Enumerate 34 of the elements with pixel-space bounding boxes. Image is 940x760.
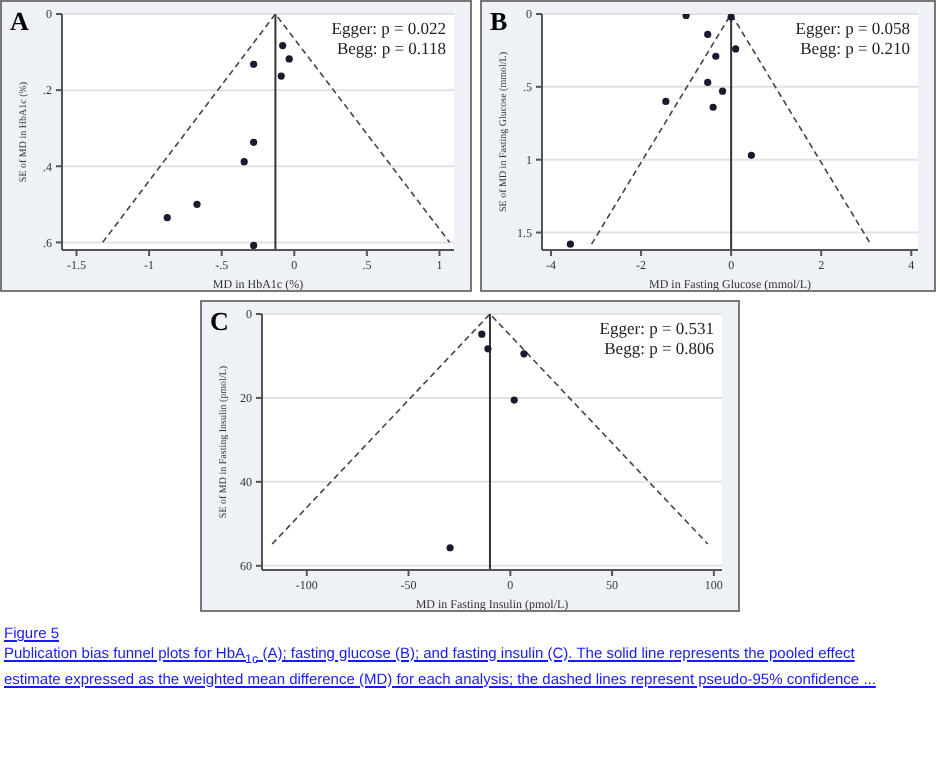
- point: [566, 240, 574, 248]
- chart-title: B: [490, 6, 508, 38]
- chart-title: A: [10, 6, 29, 38]
- point: [662, 97, 670, 106]
- point: [709, 103, 717, 111]
- annotation: Begg: p = 0.210: [798, 38, 910, 58]
- point: [250, 241, 258, 250]
- point: [718, 87, 727, 95]
- annotation: Egger: p = 0.531: [599, 318, 714, 338]
- chart-title: C: [210, 306, 229, 338]
- point: [446, 544, 454, 552]
- point: [732, 45, 740, 53]
- point: [277, 72, 285, 80]
- point: [285, 55, 293, 63]
- point: [704, 78, 712, 87]
- point: [193, 200, 201, 208]
- point: [279, 41, 287, 50]
- point: [520, 350, 528, 358]
- point: [727, 14, 735, 21]
- point: [478, 330, 486, 338]
- annotation: Egger: p = 0.058: [795, 18, 910, 38]
- annotation: Egger: p = 0.022: [331, 18, 446, 38]
- point: [682, 14, 690, 20]
- point: [704, 30, 712, 38]
- point: [484, 345, 492, 353]
- point: [510, 396, 518, 404]
- annotation: Begg: p = 0.118: [334, 38, 446, 58]
- point: [240, 158, 248, 166]
- annotation: Begg: p = 0.806: [602, 338, 714, 358]
- point: [712, 52, 720, 60]
- point: [747, 151, 755, 159]
- point: [250, 138, 258, 146]
- point: [250, 60, 258, 68]
- point: [163, 214, 171, 222]
